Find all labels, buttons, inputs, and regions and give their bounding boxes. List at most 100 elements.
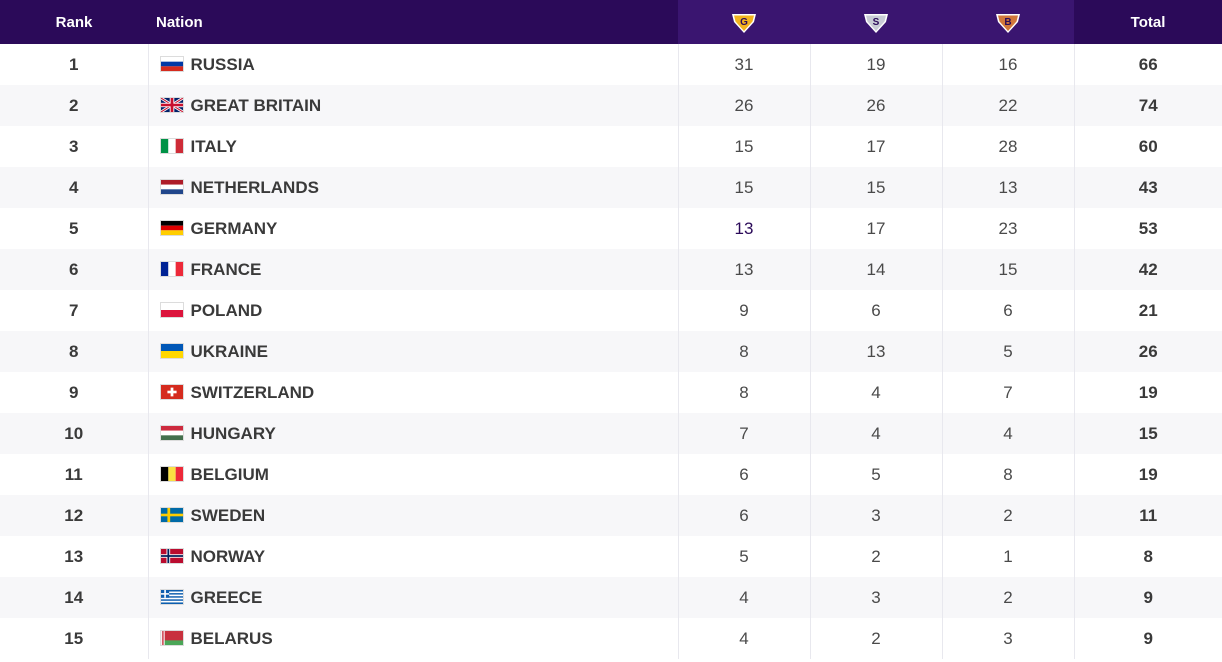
- bronze-count: 7: [942, 372, 1075, 413]
- rank-cell: 12: [0, 495, 149, 536]
- total-count: 60: [1138, 136, 1158, 156]
- silver-count: 6: [810, 290, 943, 331]
- flag-ch-icon: [159, 383, 184, 400]
- flag-be-icon: [159, 465, 184, 482]
- table-row[interactable]: 1 RUSSIA 31 19 16 66: [0, 44, 1222, 85]
- flag-it-icon: [159, 137, 184, 154]
- table-row[interactable]: 6 FRANCE 13 14 15 42: [0, 249, 1222, 290]
- nation-name: BELARUS: [190, 628, 273, 648]
- nation-name: UKRAINE: [190, 341, 268, 361]
- silver-count: 5: [810, 454, 943, 495]
- rank-cell: 4: [0, 167, 149, 208]
- gold-count: 13: [678, 208, 811, 249]
- header-bronze[interactable]: B: [942, 0, 1074, 44]
- rank-cell: 9: [0, 372, 149, 413]
- header-nation[interactable]: Nation: [148, 0, 678, 44]
- nation-cell[interactable]: NETHERLANDS: [148, 167, 679, 208]
- nation-cell[interactable]: POLAND: [148, 290, 679, 331]
- nation-cell[interactable]: SWITZERLAND: [148, 372, 679, 413]
- gold-count: 26: [678, 85, 811, 126]
- total-count: 43: [1074, 167, 1222, 208]
- bronze-count: 22: [942, 85, 1075, 126]
- table-row[interactable]: 13 NORWAY 5 2 1 8: [0, 536, 1222, 577]
- rank-cell: 2: [0, 85, 149, 126]
- nation-cell[interactable]: NORWAY: [148, 536, 679, 577]
- nation-name: NORWAY: [190, 546, 266, 566]
- nation-cell[interactable]: RUSSIA: [148, 44, 679, 85]
- gold-count: 8: [678, 331, 811, 372]
- bronze-count: 13: [942, 167, 1075, 208]
- nation-cell[interactable]: GREECE: [148, 577, 679, 618]
- bronze-count: 28: [942, 126, 1075, 167]
- nation-cell[interactable]: GERMANY: [148, 208, 679, 249]
- rank-cell: 6: [0, 249, 149, 290]
- flag-nl-icon: [159, 178, 184, 195]
- gold-count: 9: [678, 290, 811, 331]
- table-row[interactable]: 15 BELARUS 4 2 3 9: [0, 618, 1222, 659]
- header-gold[interactable]: G: [678, 0, 810, 44]
- silver-medal-icon: S: [864, 14, 888, 33]
- bronze-count: 16: [942, 44, 1075, 85]
- rank-cell: 14: [0, 577, 149, 618]
- silver-count: 15: [810, 167, 943, 208]
- silver-count: 17: [810, 126, 943, 167]
- rank-cell: 13: [0, 536, 149, 577]
- bronze-count: 2: [942, 495, 1075, 536]
- table-row[interactable]: 14 GREECE 4 3 2 9: [0, 577, 1222, 618]
- nation-name: HUNGARY: [190, 423, 276, 443]
- svg-text:S: S: [873, 17, 880, 28]
- nation-name: BELGIUM: [190, 464, 269, 484]
- gold-count: 4: [678, 577, 811, 618]
- svg-text:G: G: [740, 17, 748, 28]
- table-row[interactable]: 7 POLAND 9 6 6 21: [0, 290, 1222, 331]
- table-body: 1 RUSSIA 31 19 16 66 2 GREAT BRITAIN 26 …: [0, 44, 1222, 659]
- nation-name: ITALY: [190, 136, 237, 156]
- flag-ru-icon: [159, 55, 184, 72]
- table-row[interactable]: 10 HUNGARY 7 4 4 15: [0, 413, 1222, 454]
- table-header: Rank Nation G S B: [0, 0, 1222, 44]
- nation-cell[interactable]: ITALY: [148, 126, 679, 167]
- rank-cell: 10: [0, 413, 149, 454]
- table-row[interactable]: 3 ITALY 15 17 28 60: [0, 126, 1222, 167]
- flag-no-icon: [159, 547, 184, 564]
- nation-cell[interactable]: SWEDEN: [148, 495, 679, 536]
- nation-name: NETHERLANDS: [190, 177, 319, 197]
- total-count: 9: [1074, 577, 1222, 618]
- gold-count: 6: [678, 454, 811, 495]
- bronze-count: 2: [942, 577, 1075, 618]
- flag-gb-icon: [159, 96, 184, 113]
- flag-hu-icon: [159, 424, 184, 441]
- flag-se-icon: [159, 506, 184, 523]
- total-count: 19: [1138, 382, 1158, 402]
- rank-cell: 15: [0, 618, 149, 659]
- silver-count: 4: [810, 413, 943, 454]
- total-count: 53: [1138, 218, 1158, 238]
- flag-by-icon: [159, 629, 184, 646]
- table-row[interactable]: 4 NETHERLANDS 15 15 13 43: [0, 167, 1222, 208]
- header-total[interactable]: Total: [1074, 0, 1222, 44]
- table-row[interactable]: 5 GERMANY 13 17 23 53: [0, 208, 1222, 249]
- nation-cell[interactable]: BELGIUM: [148, 454, 679, 495]
- table-row[interactable]: 12 SWEDEN 6 3 2 11: [0, 495, 1222, 536]
- nation-cell[interactable]: BELARUS: [148, 618, 679, 659]
- table-row[interactable]: 2 GREAT BRITAIN 26 26 22 74: [0, 85, 1222, 126]
- rank-cell: 3: [0, 126, 149, 167]
- total-count: 9: [1143, 628, 1153, 648]
- flag-de-icon: [159, 219, 184, 236]
- silver-count: 3: [810, 495, 943, 536]
- nation-cell[interactable]: GREAT BRITAIN: [148, 85, 679, 126]
- bronze-count: 3: [942, 618, 1075, 659]
- table-row[interactable]: 8 UKRAINE 8 13 5 26: [0, 331, 1222, 372]
- flag-gr-icon: [159, 588, 184, 605]
- rank-cell: 7: [0, 290, 149, 331]
- table-row[interactable]: 9 SWITZERLAND 8 4 7 19: [0, 372, 1222, 413]
- header-rank[interactable]: Rank: [0, 0, 148, 44]
- nation-cell[interactable]: UKRAINE: [148, 331, 679, 372]
- flag-pl-icon: [159, 301, 184, 318]
- nation-cell[interactable]: FRANCE: [148, 249, 679, 290]
- header-silver[interactable]: S: [810, 0, 942, 44]
- silver-count: 2: [810, 618, 943, 659]
- nation-cell[interactable]: HUNGARY: [148, 413, 679, 454]
- table-row[interactable]: 11 BELGIUM 6 5 8 19: [0, 454, 1222, 495]
